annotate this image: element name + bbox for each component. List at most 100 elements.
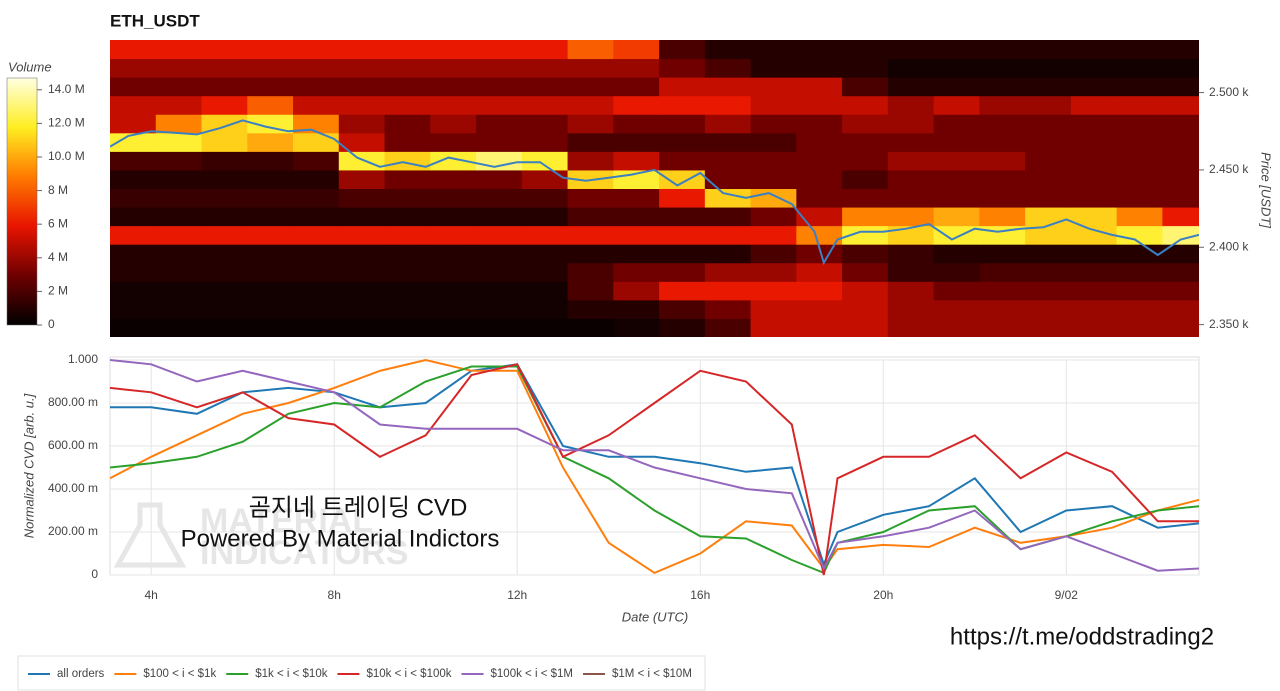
heat-cell [933,169,980,189]
heat-cell [933,58,980,78]
heat-cell [796,77,843,97]
heat-cell [110,188,157,208]
heat-cell [521,77,569,97]
heat-cell [384,77,431,97]
heat-cell [979,77,1026,97]
heat-cell [750,40,797,60]
heat-cell [704,281,752,301]
heat-cell [521,40,569,60]
colorbar-tick-label: 10.0 M [48,149,85,163]
heat-cell [796,188,843,208]
heat-cell [613,299,660,319]
heat-cell [979,132,1026,152]
heat-cell [979,207,1026,227]
heat-cell [293,244,340,264]
heat-cell [201,40,248,60]
heat-cell [704,40,752,60]
heat-cell [796,151,843,171]
colorbar-tick-label: 6 M [48,216,68,230]
heat-cell [842,95,889,115]
heat-cell [659,95,706,115]
heat-cell [155,188,203,208]
heat-cell [1070,77,1118,97]
heat-cell [247,225,294,245]
heat-cell [293,318,340,337]
heat-cell [1070,299,1118,319]
heat-cell [247,95,294,115]
heat-cell [338,281,386,301]
heat-cell [1070,262,1118,282]
heat-cell [1162,169,1199,189]
heat-cell [887,77,935,97]
y-tick-label: 200.00 m [48,524,98,538]
heat-cell [750,318,797,337]
heat-cell [430,225,477,245]
heat-cell [704,262,752,282]
y-axis-label: Price [USDT] [1259,152,1274,228]
heat-cell [1070,95,1118,115]
heat-cell [613,281,660,301]
x-tick-label: 8h [328,588,341,602]
heat-cell [1025,225,1072,245]
heat-cell [1025,132,1072,152]
heat-cell [704,132,752,152]
legend-label: all orders [57,668,105,680]
heat-cell [796,318,843,337]
heat-cell [1025,40,1072,60]
heat-cell [521,151,569,171]
heat-cell [521,299,569,319]
y-tick-label: 400.00 m [48,481,98,495]
heat-cell [338,169,386,189]
heat-cell [613,132,660,152]
heat-cell [1116,58,1163,78]
heat-cell [1025,58,1072,78]
heat-cell [659,77,706,97]
heat-cell [110,114,157,134]
heat-cell [1162,40,1199,60]
heat-cell [201,281,248,301]
heat-cell [110,262,157,282]
heat-cell [247,114,294,134]
heat-cell [750,169,797,189]
heat-cell [521,169,569,189]
heat-cell [293,58,340,78]
heat-cell [384,281,431,301]
legend-label: $1k < i < $10k [255,668,327,680]
heat-cell [430,151,477,171]
x-axis-label: Date (UTC) [622,609,688,624]
heat-cell [887,169,935,189]
heat-cell [704,77,752,97]
heat-cell [659,132,706,152]
heat-cell [567,95,614,115]
heat-cell [933,132,980,152]
heat-cell [476,281,523,301]
heat-cell [338,95,386,115]
heat-cell [842,299,889,319]
heat-cell [338,244,386,264]
heat-cell [338,114,386,134]
heat-cell [979,188,1026,208]
heat-cell [521,207,569,227]
price-line [110,119,1199,266]
heat-cell [887,244,935,264]
heat-cell [887,299,935,319]
heat-cell [704,169,752,189]
heat-cell [384,318,431,337]
heat-cell [1070,225,1118,245]
heat-cell [293,299,340,319]
heat-cell [842,40,889,60]
heat-cell [338,318,386,337]
heat-cell [704,151,752,171]
heat-cell [247,262,294,282]
heat-cell [476,77,523,97]
heat-cell [155,281,203,301]
heat-cell [887,318,935,337]
heat-cell [659,114,706,134]
heat-cell [1162,77,1199,97]
heat-cell [1162,151,1199,171]
heat-cell [110,132,157,152]
x-tick-label: 4h [145,588,158,602]
heat-cell [155,151,203,171]
heat-cell [613,151,660,171]
heat-cell [1025,95,1072,115]
